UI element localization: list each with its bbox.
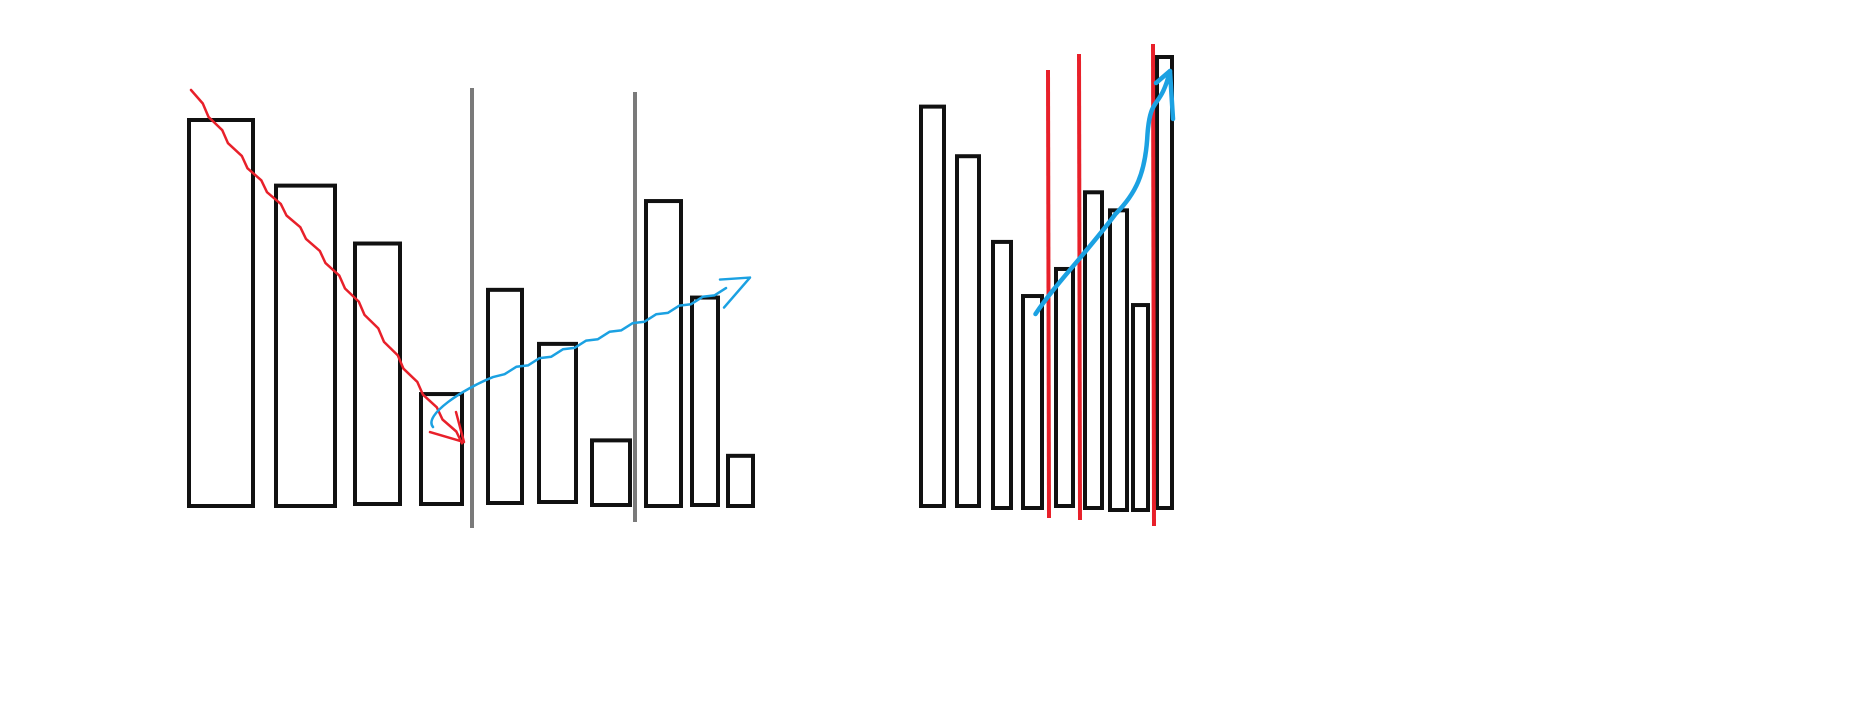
bar [690, 295, 720, 507]
bar [955, 154, 981, 508]
bar [991, 239, 1013, 510]
up-trend-arrowhead [718, 276, 752, 309]
bar [1083, 190, 1104, 511]
divider-line [1077, 53, 1082, 521]
bar [419, 392, 464, 506]
bar [187, 118, 255, 508]
down-trend-arrowhead [428, 410, 466, 444]
bar [726, 453, 755, 509]
bar [644, 199, 683, 508]
bar [1108, 208, 1129, 512]
right-bar-sketch [919, 43, 1176, 527]
up-trend-arrowhead [1153, 68, 1176, 122]
bar [919, 104, 946, 509]
left-bar-sketch [187, 88, 755, 528]
bar [537, 341, 578, 504]
divider-line [1151, 43, 1156, 527]
bar [1131, 303, 1150, 512]
bar [486, 287, 524, 505]
up-trend-arrow [1033, 68, 1173, 317]
bar [353, 241, 402, 507]
bar [1021, 294, 1044, 510]
bar [274, 183, 337, 508]
up-trend-arrow [430, 286, 728, 429]
down-trend-arrow [189, 88, 464, 445]
bar [590, 438, 632, 508]
bar [1155, 55, 1174, 510]
bar [1054, 266, 1075, 508]
